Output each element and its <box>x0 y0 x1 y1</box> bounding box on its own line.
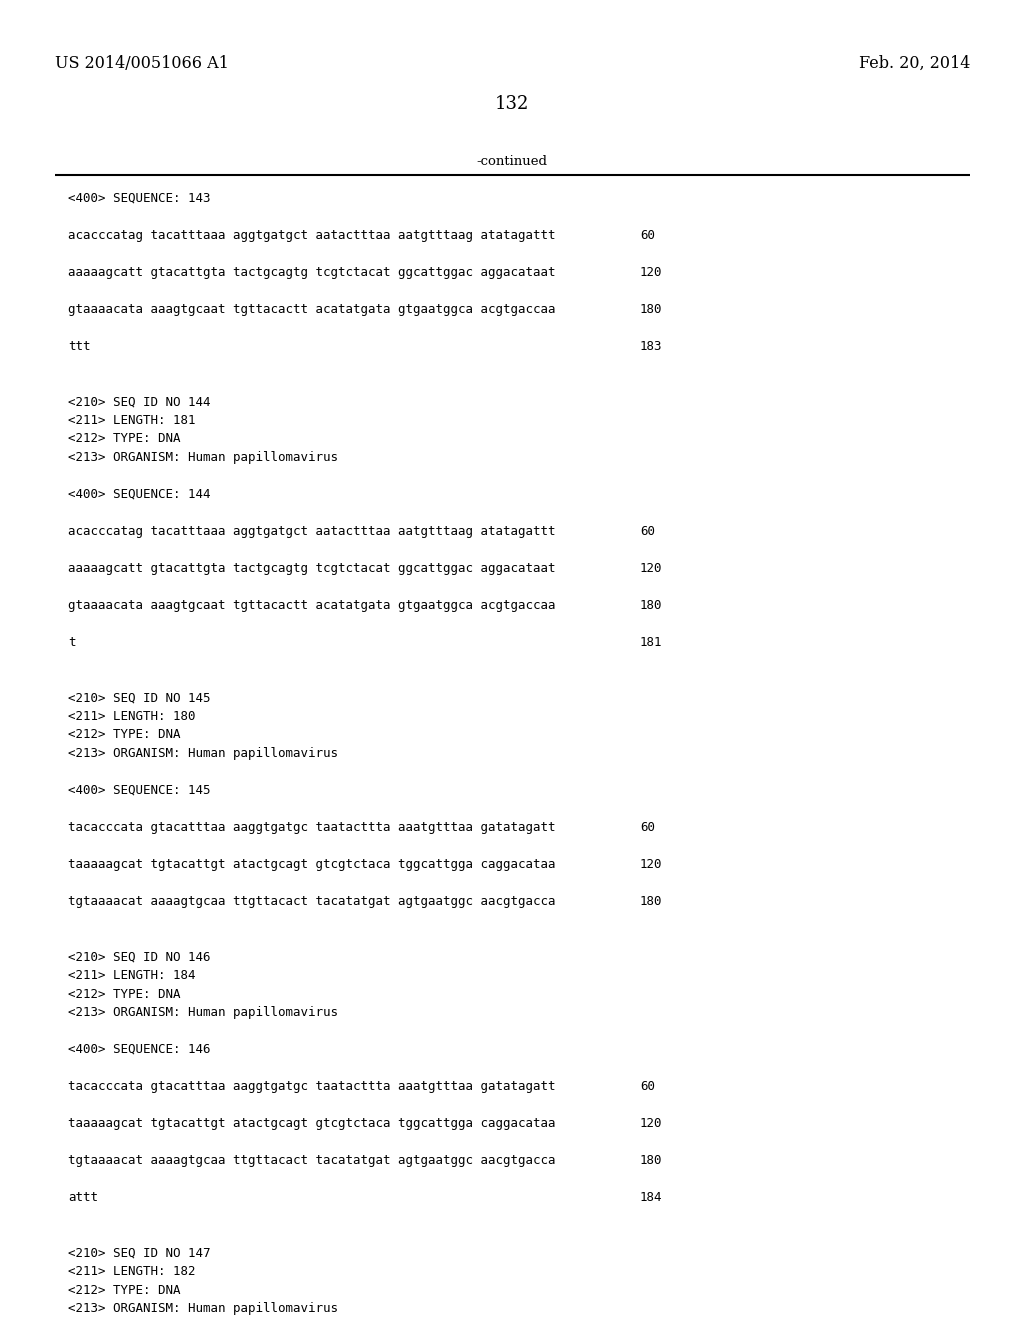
Text: 180: 180 <box>640 1154 663 1167</box>
Text: 180: 180 <box>640 599 663 612</box>
Text: <213> ORGANISM: Human papillomavirus: <213> ORGANISM: Human papillomavirus <box>68 451 338 465</box>
Text: taaaaagcat tgtacattgt atactgcagt gtcgtctaca tggcattgga caggacataa: taaaaagcat tgtacattgt atactgcagt gtcgtct… <box>68 858 555 871</box>
Text: 60: 60 <box>640 821 655 834</box>
Text: <210> SEQ ID NO 145: <210> SEQ ID NO 145 <box>68 692 211 705</box>
Text: taaaaagcat tgtacattgt atactgcagt gtcgtctaca tggcattgga caggacataa: taaaaagcat tgtacattgt atactgcagt gtcgtct… <box>68 1117 555 1130</box>
Text: 184: 184 <box>640 1191 663 1204</box>
Text: tacacccata gtacatttaa aaggtgatgc taatacttta aaatgtttaa gatatagatt: tacacccata gtacatttaa aaggtgatgc taatact… <box>68 1080 555 1093</box>
Text: ttt: ttt <box>68 341 90 352</box>
Text: <213> ORGANISM: Human papillomavirus: <213> ORGANISM: Human papillomavirus <box>68 1006 338 1019</box>
Text: aaaaagcatt gtacattgta tactgcagtg tcgtctacat ggcattggac aggacataat: aaaaagcatt gtacattgta tactgcagtg tcgtcta… <box>68 267 555 279</box>
Text: acacccatag tacatttaaa aggtgatgct aatactttaa aatgtttaag atatagattt: acacccatag tacatttaaa aggtgatgct aatactt… <box>68 525 555 539</box>
Text: <212> TYPE: DNA: <212> TYPE: DNA <box>68 433 180 446</box>
Text: 60: 60 <box>640 1080 655 1093</box>
Text: <212> TYPE: DNA: <212> TYPE: DNA <box>68 1283 180 1296</box>
Text: <213> ORGANISM: Human papillomavirus: <213> ORGANISM: Human papillomavirus <box>68 1302 338 1315</box>
Text: <211> LENGTH: 180: <211> LENGTH: 180 <box>68 710 196 723</box>
Text: 60: 60 <box>640 525 655 539</box>
Text: 120: 120 <box>640 858 663 871</box>
Text: <213> ORGANISM: Human papillomavirus: <213> ORGANISM: Human papillomavirus <box>68 747 338 760</box>
Text: <400> SEQUENCE: 144: <400> SEQUENCE: 144 <box>68 488 211 502</box>
Text: <212> TYPE: DNA: <212> TYPE: DNA <box>68 729 180 742</box>
Text: aaaaagcatt gtacattgta tactgcagtg tcgtctacat ggcattggac aggacataat: aaaaagcatt gtacattgta tactgcagtg tcgtcta… <box>68 562 555 576</box>
Text: gtaaaacata aaagtgcaat tgttacactt acatatgata gtgaatggca acgtgaccaa: gtaaaacata aaagtgcaat tgttacactt acatatg… <box>68 599 555 612</box>
Text: <400> SEQUENCE: 143: <400> SEQUENCE: 143 <box>68 191 211 205</box>
Text: <210> SEQ ID NO 147: <210> SEQ ID NO 147 <box>68 1246 211 1259</box>
Text: <211> LENGTH: 184: <211> LENGTH: 184 <box>68 969 196 982</box>
Text: <212> TYPE: DNA: <212> TYPE: DNA <box>68 987 180 1001</box>
Text: US 2014/0051066 A1: US 2014/0051066 A1 <box>55 55 229 73</box>
Text: tgtaaaacat aaaagtgcaa ttgttacact tacatatgat agtgaatggc aacgtgacca: tgtaaaacat aaaagtgcaa ttgttacact tacatat… <box>68 895 555 908</box>
Text: tacacccata gtacatttaa aaggtgatgc taatacttta aaatgtttaa gatatagatt: tacacccata gtacatttaa aaggtgatgc taatact… <box>68 821 555 834</box>
Text: gtaaaacata aaagtgcaat tgttacactt acatatgata gtgaatggca acgtgaccaa: gtaaaacata aaagtgcaat tgttacactt acatatg… <box>68 304 555 315</box>
Text: <210> SEQ ID NO 144: <210> SEQ ID NO 144 <box>68 396 211 408</box>
Text: <400> SEQUENCE: 146: <400> SEQUENCE: 146 <box>68 1043 211 1056</box>
Text: <210> SEQ ID NO 146: <210> SEQ ID NO 146 <box>68 950 211 964</box>
Text: 120: 120 <box>640 1117 663 1130</box>
Text: 180: 180 <box>640 895 663 908</box>
Text: 60: 60 <box>640 228 655 242</box>
Text: 120: 120 <box>640 562 663 576</box>
Text: 120: 120 <box>640 267 663 279</box>
Text: <400> SEQUENCE: 145: <400> SEQUENCE: 145 <box>68 784 211 797</box>
Text: -continued: -continued <box>476 154 548 168</box>
Text: 181: 181 <box>640 636 663 649</box>
Text: 183: 183 <box>640 341 663 352</box>
Text: attt: attt <box>68 1191 98 1204</box>
Text: acacccatag tacatttaaa aggtgatgct aatactttaa aatgtttaag atatagattt: acacccatag tacatttaaa aggtgatgct aatactt… <box>68 228 555 242</box>
Text: <211> LENGTH: 181: <211> LENGTH: 181 <box>68 414 196 426</box>
Text: tgtaaaacat aaaagtgcaa ttgttacact tacatatgat agtgaatggc aacgtgacca: tgtaaaacat aaaagtgcaa ttgttacact tacatat… <box>68 1154 555 1167</box>
Text: 180: 180 <box>640 304 663 315</box>
Text: Feb. 20, 2014: Feb. 20, 2014 <box>859 55 970 73</box>
Text: t: t <box>68 636 76 649</box>
Text: 132: 132 <box>495 95 529 114</box>
Text: <211> LENGTH: 182: <211> LENGTH: 182 <box>68 1265 196 1278</box>
